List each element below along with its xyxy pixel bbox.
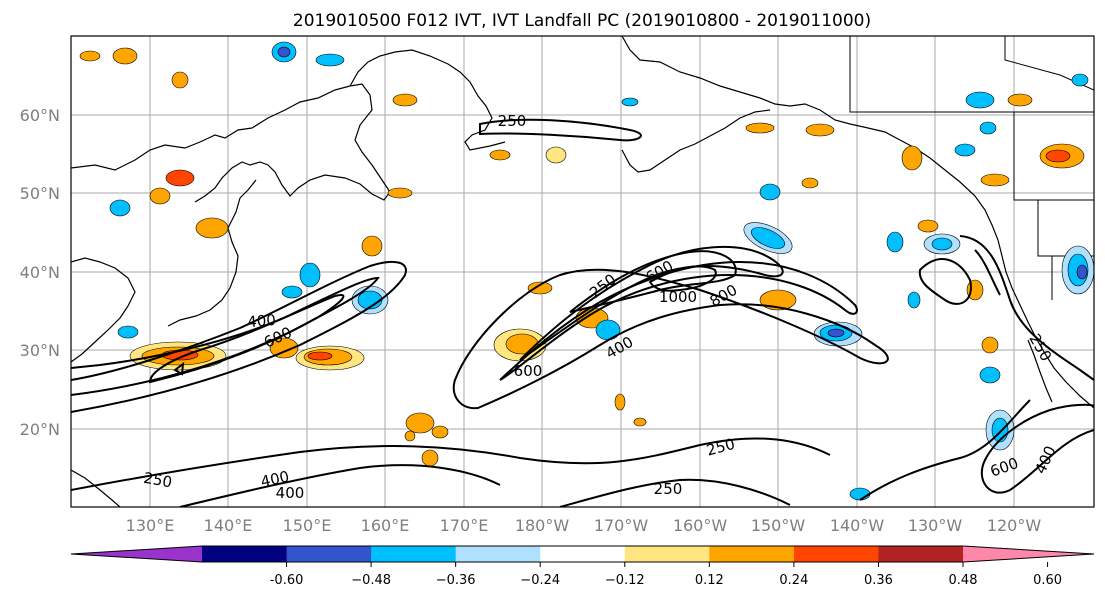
contour-label: 250 <box>654 480 683 498</box>
lon-label: 150°W <box>751 516 806 535</box>
lat-label: 60°N <box>20 106 60 125</box>
colorbar-tick-label: 0.60 <box>1033 573 1062 588</box>
colorbar-tick-label: −0.36 <box>436 573 476 588</box>
colorbar-tick-label: −0.48 <box>351 573 391 588</box>
lon-labels: 130°E 140°E 150°E 160°E 170°E 180°W 170°… <box>126 516 1042 535</box>
lon-label: 180°W <box>515 516 570 535</box>
colorbar-tick-label: −0.12 <box>605 573 645 588</box>
contour-label: 400 <box>247 311 277 331</box>
colorbar-extend-max <box>963 546 1094 562</box>
gridlines <box>71 36 1094 507</box>
lon-label: 140°E <box>204 516 253 535</box>
colorbar-segment <box>455 546 541 562</box>
colorbar-segment <box>793 546 879 562</box>
lon-label: 170°E <box>440 516 489 535</box>
colorbar-extend-min <box>71 546 202 562</box>
colorbar-tick-label: −0.24 <box>520 573 560 588</box>
contour-label: 400 <box>259 467 291 491</box>
colorbar-segment <box>624 546 710 562</box>
colorbar-tick-label: -0.60 <box>270 573 304 588</box>
colorbar-tick-label: 0.48 <box>949 573 978 588</box>
coastlines <box>71 36 1094 507</box>
colorbar-segment <box>540 546 626 562</box>
lon-label: 130°E <box>126 516 175 535</box>
lon-label: 160°E <box>361 516 410 535</box>
colorbar-segment <box>709 546 795 562</box>
lat-label: 40°N <box>20 263 60 282</box>
contour-label: 250 <box>498 112 527 130</box>
lon-label: 160°W <box>673 516 728 535</box>
lon-label: 150°E <box>283 516 332 535</box>
ivt-contours <box>71 118 1094 507</box>
lon-label: 140°W <box>830 516 885 535</box>
colorbar-tick-label: 0.12 <box>695 573 724 588</box>
contour-label: 250 <box>142 469 173 492</box>
colorbar-segment <box>371 546 457 562</box>
contour-label: 400 <box>276 484 305 502</box>
contour-label: 1000 <box>659 288 697 306</box>
colorbar-tick-label: 0.24 <box>779 573 808 588</box>
colorbar-tick-label: 0.36 <box>864 573 893 588</box>
colorbar-segment <box>878 546 964 562</box>
map-title: 2019010500 F012 IVT, IVT Landfall PC (20… <box>293 11 871 31</box>
lon-label: 120°W <box>987 516 1042 535</box>
map-border <box>70 35 1095 508</box>
lat-label: 50°N <box>20 184 60 203</box>
colorbar-segment <box>202 546 288 562</box>
contour-label: 600 <box>514 362 543 380</box>
lon-label: 130°W <box>908 516 963 535</box>
colorbar: -0.60 −0.48 −0.36 −0.24 −0.12 0.12 0.24 0.36 0.4… <box>70 545 1095 588</box>
colorbar-outline <box>70 545 1095 563</box>
lat-labels: 60°N 50°N 40°N 30°N 20°N <box>20 106 60 439</box>
colorbar-segment <box>286 546 372 562</box>
lat-label: 20°N <box>20 420 60 439</box>
lat-label: 30°N <box>20 341 60 360</box>
lon-label: 170°W <box>594 516 649 535</box>
